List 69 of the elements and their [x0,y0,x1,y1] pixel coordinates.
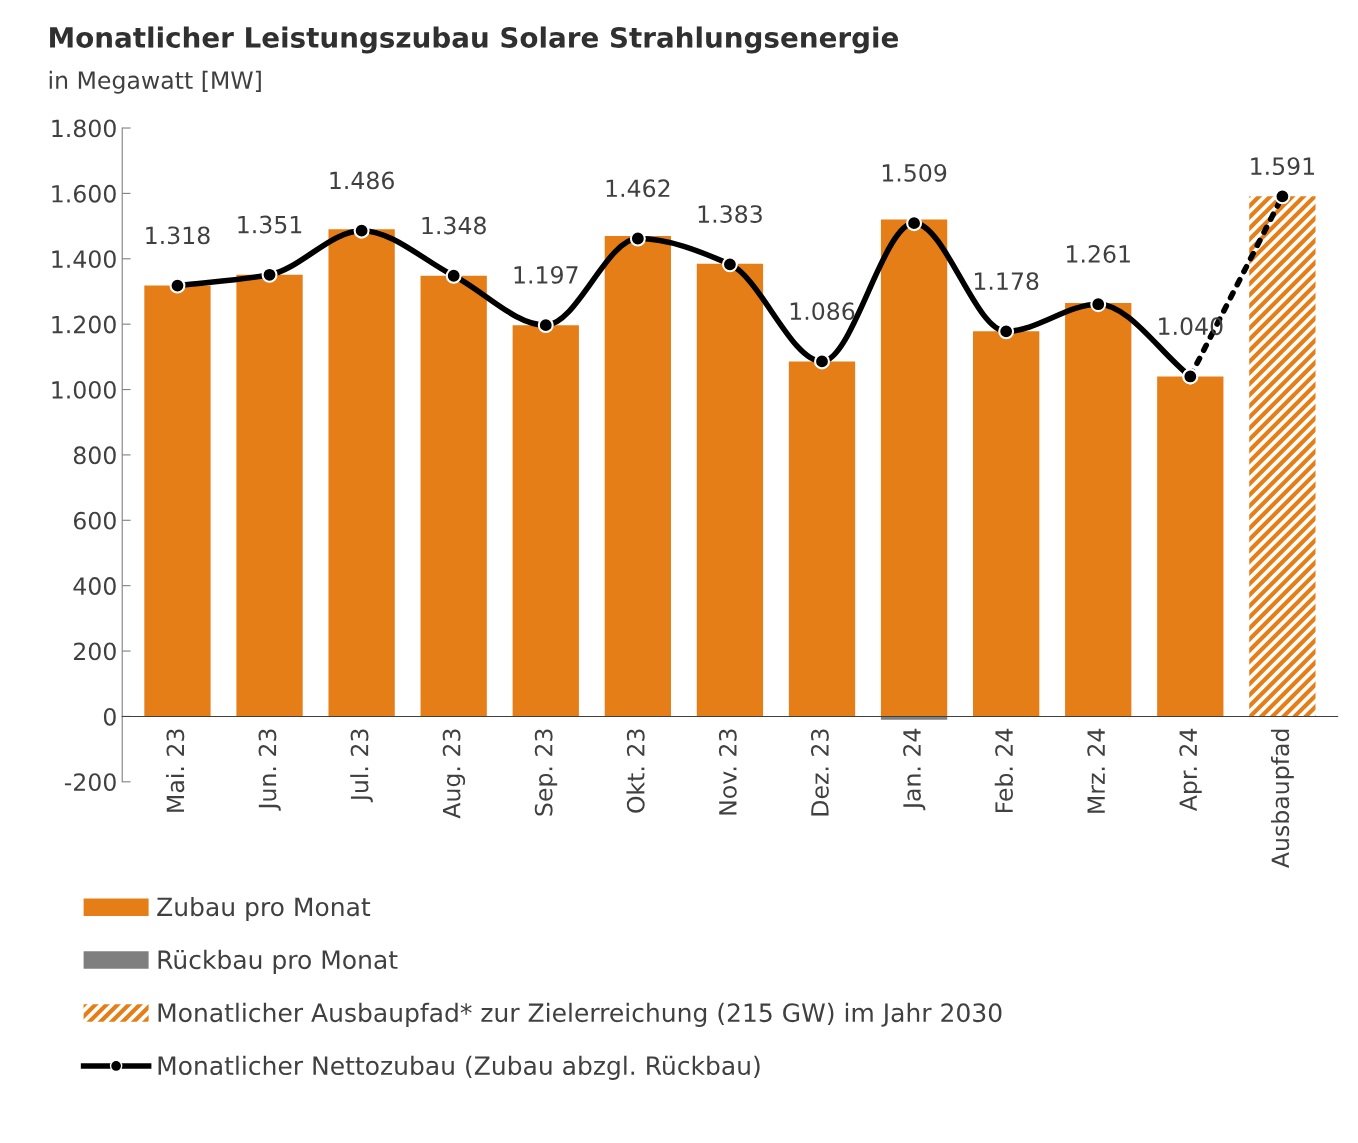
data-label: 1.040 [1159,317,1223,336]
bar [696,263,764,717]
y-tick-label: -200 [64,773,116,792]
x-tick-label: Apr. 24 [1179,728,1202,812]
x-tick-label: Dez. 23 [810,729,829,816]
bar [604,235,671,717]
point [721,256,738,273]
x-tick-label: Ausbaupfad [1270,729,1294,868]
x-tick-label: Sep. 23 [534,729,558,816]
bar [144,285,211,717]
data-label: 1.383 [698,205,762,223]
y-tick-label: 1.800 [52,119,116,138]
data-label: 1.486 [330,171,394,190]
x-tick-label: Jun. 23 [258,729,281,811]
x-tick-label: Okt. 23 [626,729,645,813]
legend-label: Monatlicher Ausbaupfad* zur Zielerreichung (215 GW) im Jahr 2030 [158,1002,1002,1027]
y-tick-label: 0 [103,707,116,726]
y-tick-label: 600 [73,511,116,530]
data-label: 1.591 [1251,157,1314,176]
data-label: 1.462 [606,179,670,198]
point [353,222,370,239]
point [906,215,923,232]
data-label: 1.348 [422,216,486,235]
legend-label: Monatlicher Nettozubau (Zubau abzgl. Rückbau) [158,1055,760,1080]
x-tick-label: Jan. 24 [903,728,926,811]
data-label: 1.351 [238,215,302,234]
x-tick-label: Feb. 24 [994,728,1014,813]
point [1182,368,1199,385]
point [537,317,554,334]
y-tick-label: 200 [74,642,116,661]
bar [880,219,948,717]
chart-title: Monatlicher Leistungszubau Solare Strahlungsenergie [50,26,899,54]
bar [512,325,579,717]
data-label: 1.509 [882,163,947,182]
chart-subtitle: in Megawatt [MW] [49,70,261,94]
bar [420,275,487,717]
y-tick-label: 400 [73,577,116,595]
x-tick-label: Nov. 23 [718,729,737,815]
legend-label: Rückbau pro Monat [158,949,398,975]
point [445,267,462,284]
point [1274,188,1291,205]
point [629,230,646,247]
y-tick-label: 1.400 [52,250,116,269]
bar [788,361,856,717]
point [998,323,1015,340]
bar [1249,196,1316,717]
x-tick-label: Mai. 23 [166,729,185,812]
data-label: 1.261 [1067,245,1130,263]
x-tick-label: Mrz. 24 [1087,728,1105,813]
y-tick-label: 1.200 [52,315,116,334]
data-label: 1.178 [974,272,1039,291]
point [169,277,186,294]
bar [1065,302,1132,717]
bar [1157,376,1224,717]
x-tick-label: Jul. 23 [350,729,373,803]
y-tick-label: 1.000 [52,380,116,399]
bar [236,274,303,717]
data-label: 1.318 [146,226,210,245]
bar [328,229,395,717]
x-tick-label: Aug. 23 [442,729,466,819]
bar [880,716,948,720]
data-label: 1.086 [790,302,855,321]
y-tick-label: 800 [73,446,116,465]
y-tick-label: 1.600 [52,184,116,203]
point [1090,296,1107,313]
legend-label: Zubau pro Monat [157,896,371,922]
point [814,353,830,370]
data-label: 1.197 [514,265,578,284]
bar [973,331,1040,717]
